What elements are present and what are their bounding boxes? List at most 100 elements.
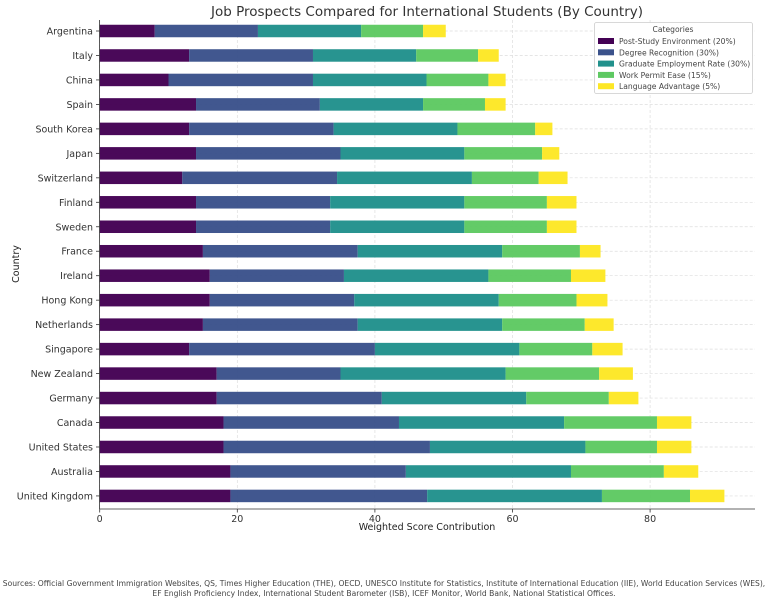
bar-segment-canada-0 [99, 416, 224, 429]
bar-segment-spain-3 [423, 98, 485, 111]
bar-segment-south-korea-3 [457, 122, 536, 136]
y-axis-label: Country [11, 245, 22, 283]
bar-segment-canada-1 [223, 416, 399, 429]
bar-segment-italy-4 [478, 49, 499, 62]
bar-segment-italy-1 [189, 49, 313, 62]
x-tick-label: 80 [644, 514, 656, 525]
bar-segment-new-zealand-0 [99, 367, 217, 380]
y-tick-label: Argentina [47, 27, 93, 38]
bar-segment-ireland-1 [209, 269, 344, 282]
bar-segment-japan-4 [542, 147, 560, 160]
bar-segment-canada-3 [564, 416, 657, 429]
bar-segment-france-2 [357, 244, 503, 258]
bar-segment-sweden-2 [330, 220, 465, 234]
bar-segment-netherlands-1 [202, 318, 358, 331]
bar-segment-hong-kong-3 [498, 293, 577, 307]
bar-segment-spain-4 [484, 98, 506, 111]
bar-segment-australia-4 [663, 465, 699, 478]
bar-segment-china-1 [168, 73, 313, 87]
bar-segment-united-states-0 [99, 440, 224, 454]
y-tick-label: France [61, 247, 93, 258]
bar-segment-argentina-2 [257, 24, 362, 38]
legend-swatch [598, 38, 614, 44]
x-axis-label: Weighted Score Contribution [359, 522, 496, 533]
bar-segment-switzerland-3 [471, 171, 539, 185]
bar-segment-singapore-0 [99, 342, 190, 356]
bar-segment-germany-3 [526, 391, 609, 405]
bar-segment-france-4 [579, 244, 601, 258]
bar-segment-hong-kong-0 [99, 293, 210, 307]
bar-segment-south-korea-1 [189, 122, 334, 136]
bar-segment-italy-0 [99, 49, 190, 62]
footer-sources-line1: Sources: Official Government Immigration… [3, 579, 765, 588]
bar-segment-germany-2 [381, 391, 527, 405]
bar-segment-australia-3 [570, 465, 664, 478]
bar-segment-switzerland-4 [538, 171, 568, 185]
y-tick-label: United States [29, 442, 93, 453]
bar-segment-netherlands-0 [99, 318, 203, 331]
y-tick-label: Canada [57, 418, 93, 429]
bar-segment-france-1 [202, 244, 358, 258]
bar-segment-sweden-0 [99, 220, 197, 234]
bar-segment-switzerland-1 [182, 171, 338, 185]
bar-segment-france-3 [502, 244, 580, 258]
bar-segment-japan-3 [464, 147, 543, 160]
bar-segment-argentina-3 [361, 24, 424, 38]
legend-entry: Graduate Employment Rate (30%) [619, 60, 750, 69]
bar-segment-japan-1 [196, 147, 341, 160]
bar-segment-netherlands-2 [357, 318, 503, 331]
y-tick-label: Japan [66, 149, 94, 160]
bars [99, 24, 725, 503]
legend-swatch [598, 71, 614, 78]
legend-swatch [598, 60, 614, 67]
bar-segment-australia-0 [99, 465, 231, 478]
bar-segment-sweden-3 [464, 220, 547, 234]
bar-segment-united-kingdom-2 [427, 489, 602, 503]
bar-segment-spain-1 [196, 98, 320, 111]
y-tick-label: United Kingdom [17, 491, 93, 502]
bar-segment-hong-kong-2 [354, 293, 499, 307]
bar-segment-finland-3 [464, 196, 547, 209]
legend-entry: Language Advantage (5%) [619, 82, 720, 91]
y-tick-label: Finland [59, 198, 93, 209]
bar-segment-finland-2 [330, 196, 465, 209]
bar-segment-new-zealand-3 [505, 367, 600, 380]
legend-swatch [598, 49, 614, 56]
bar-segment-japan-2 [340, 147, 465, 160]
bar-segment-united-states-1 [223, 440, 430, 454]
bar-segment-switzerland-2 [337, 171, 472, 185]
y-tick-label: Spain [66, 100, 93, 111]
legend-entry: Post-Study Environment (20%) [619, 37, 736, 46]
x-tick-label: 0 [97, 514, 103, 525]
y-tick-label: South Korea [35, 124, 93, 135]
bar-segment-australia-1 [230, 465, 406, 478]
bar-segment-singapore-2 [374, 342, 520, 356]
chart-title: Job Prospects Compared for International… [210, 4, 643, 20]
bar-segment-canada-4 [656, 416, 692, 429]
x-tick-label: 60 [506, 514, 518, 525]
y-tick-label: Ireland [60, 271, 93, 282]
bar-segment-united-kingdom-0 [99, 489, 231, 503]
bar-segment-south-korea-2 [333, 122, 458, 136]
bar-segment-australia-2 [405, 465, 571, 478]
bar-segment-spain-0 [99, 98, 197, 111]
bar-segment-united-states-4 [656, 440, 692, 454]
bar-segment-italy-2 [312, 49, 417, 62]
y-tick-label: Hong Kong [41, 296, 93, 307]
bar-segment-canada-2 [398, 416, 565, 429]
legend-frame [594, 22, 753, 94]
bar-segment-spain-2 [319, 98, 424, 111]
bar-segment-finland-4 [546, 196, 577, 209]
y-tick-label: Switzerland [38, 173, 93, 184]
y-tick-label: China [66, 75, 93, 86]
bar-segment-new-zealand-2 [340, 367, 506, 380]
bar-segment-china-2 [312, 73, 427, 87]
x-tick-label: 40 [369, 514, 381, 525]
legend: Categories Post-Study Environment (20%) D… [594, 22, 753, 94]
bar-segment-united-kingdom-3 [601, 489, 691, 503]
legend-swatch [598, 83, 614, 90]
y-tick-label: Netherlands [35, 320, 93, 331]
y-tick-label: Singapore [45, 345, 93, 356]
bar-segment-germany-1 [216, 391, 382, 405]
